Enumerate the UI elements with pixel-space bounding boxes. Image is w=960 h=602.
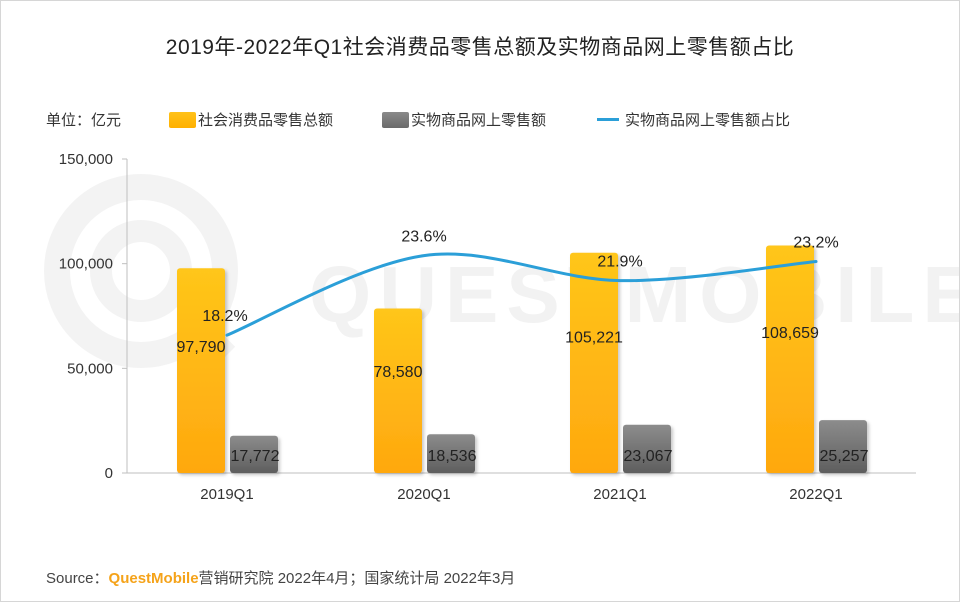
y-tick-label: 150,000 [59,151,113,168]
bar-retail-total [766,245,814,473]
legend-label-online-retail: 实物商品网上零售额 [411,112,547,129]
bar-online-retail [819,420,867,473]
legend-label-retail-total: 社会消费品零售总额 [198,112,334,129]
data-label-retail-total: 78,580 [374,364,423,381]
x-tick-label: 2020Q1 [397,486,450,503]
data-label-retail-total: 97,790 [177,339,226,356]
bar-online-retail [230,435,278,473]
legend-swatch-orange [169,111,196,128]
chart-title: 2019年-2022年Q1社会消费品零售总额及实物商品网上零售额占比 [165,36,795,59]
source-note: Source：QuestMobile营销研究院 2022年4月；国家统计局 20… [46,567,515,588]
source-brand: QuestMobile [108,570,199,587]
legend-label-online-share: 实物商品网上零售额占比 [625,112,791,129]
y-tick-label: 100,000 [59,256,113,273]
legend-item-retail-total: 社会消费品零售总额 [169,109,333,130]
data-label-online-share: 21.9% [597,254,642,271]
data-label-online-retail: 23,067 [624,448,673,465]
data-label-online-share: 18.2% [202,308,247,325]
legend-item-online-share: 实物商品网上零售额占比 [597,109,790,130]
data-label-retail-total: 105,221 [565,329,623,346]
chart-plot: 0 50,000 100,000 150,000 2019Q1 2020Q1 2021Q1… [59,151,916,503]
unit-label: 单位：亿元 [46,112,122,129]
x-tick-label: 2021Q1 [593,486,646,503]
bar-online-retail [427,434,475,473]
source-prefix: Source： [46,570,109,587]
data-label-online-retail: 18,536 [428,448,477,465]
data-label-online-share: 23.2% [793,234,838,251]
bar-retail-total [570,252,618,473]
legend: 单位：亿元 社会消费品零售总额 实物商品网上零售额 实物商品网上零售额占比 [1,109,959,133]
x-tick-label: 2019Q1 [200,486,253,503]
data-label-online-retail: 25,257 [820,448,869,465]
data-label-online-share: 23.6% [401,229,446,246]
bar-retail-total [374,308,422,473]
legend-line-blue [597,118,619,121]
y-tick-label: 50,000 [67,360,113,377]
x-tick-label: 2022Q1 [789,486,842,503]
y-tick-label: 0 [105,465,113,482]
bar-retail-total [177,268,225,473]
legend-item-online-retail: 实物商品网上零售额 [382,109,546,130]
data-label-retail-total: 108,659 [761,325,819,342]
line-online-share [225,252,818,337]
source-suffix: 营销研究院 2022年4月；国家统计局 2022年3月 [198,570,516,587]
legend-swatch-gray [382,111,409,128]
data-label-online-retail: 17,772 [231,448,280,465]
bar-online-retail [623,424,671,473]
